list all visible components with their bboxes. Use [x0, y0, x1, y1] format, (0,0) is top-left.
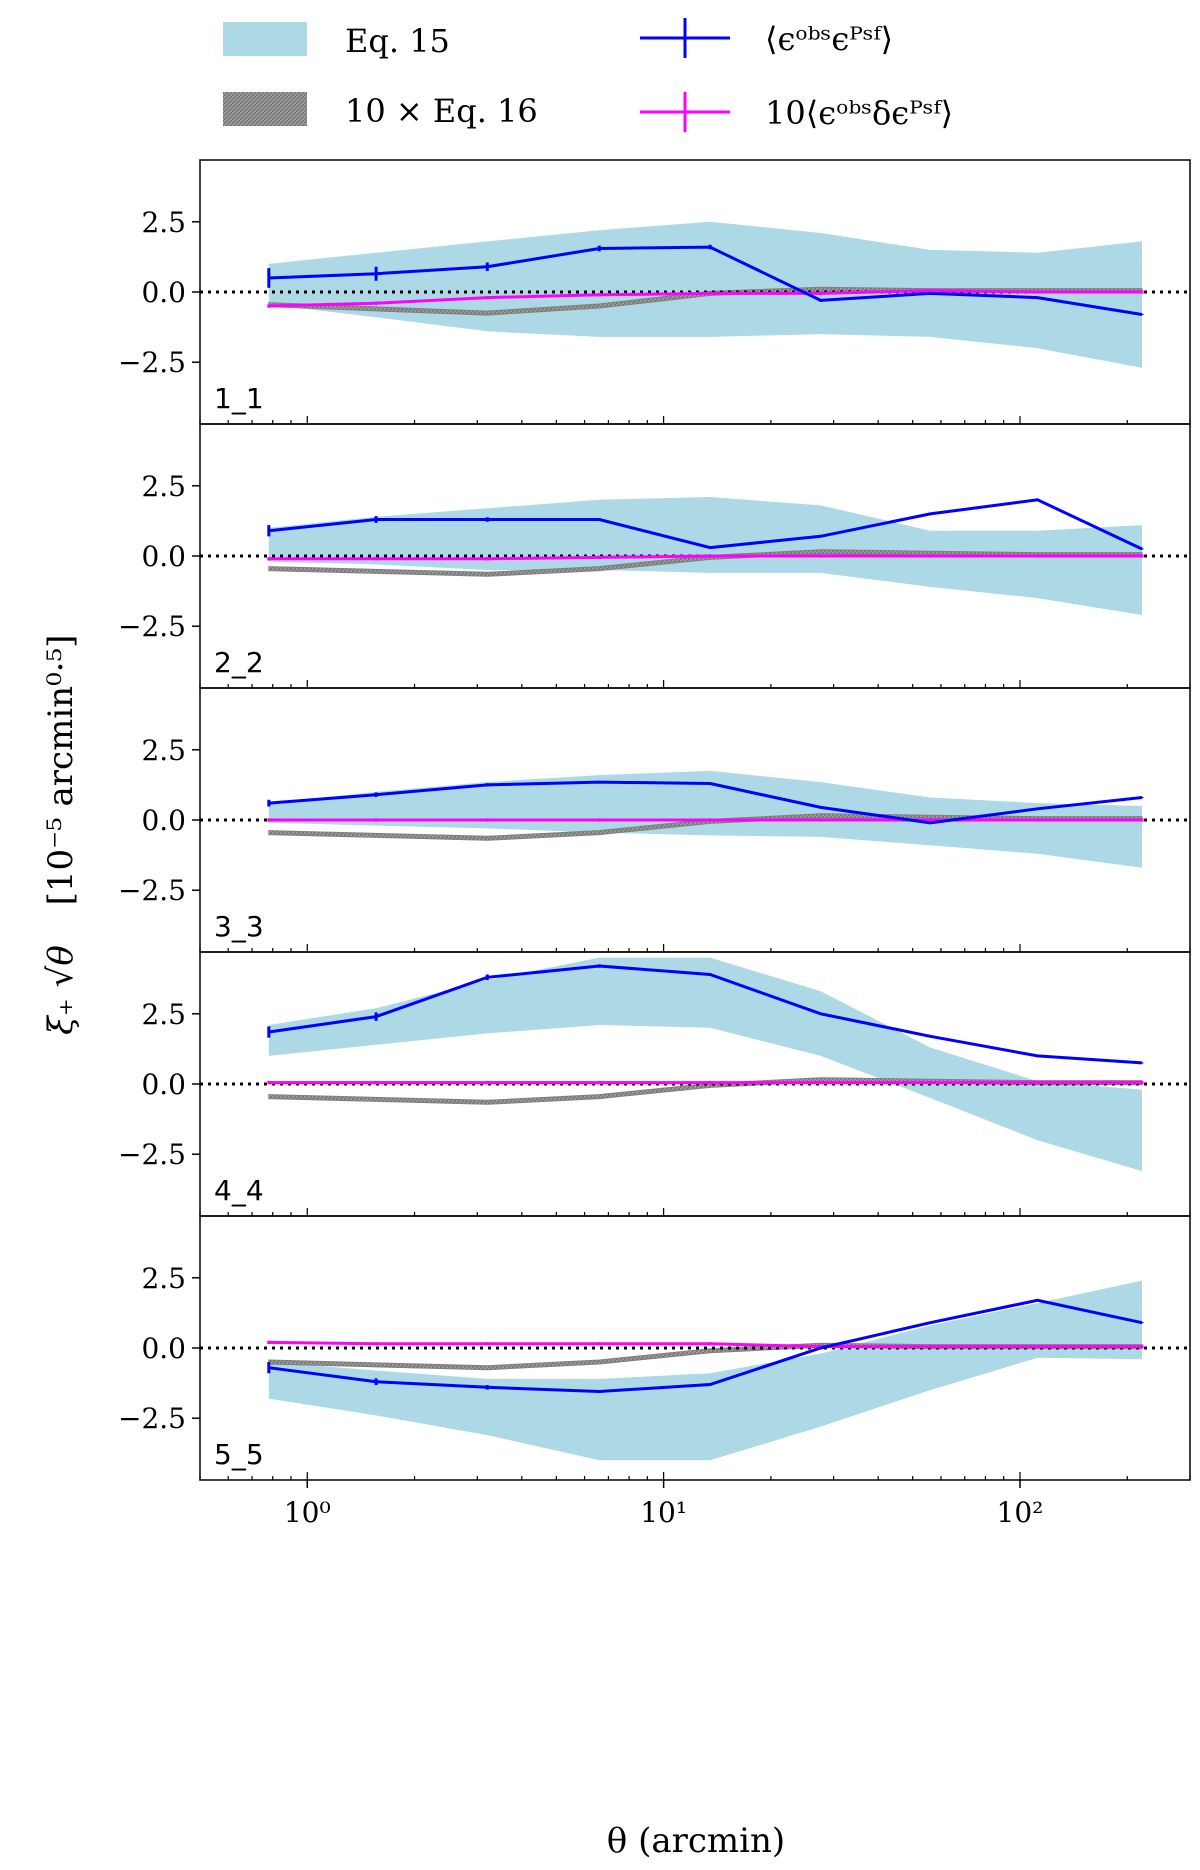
y-tick-label: −2.5	[118, 1138, 186, 1171]
panel-2_2: 2.5 0.0 −2.5 2_2	[118, 423, 1191, 689]
y-tick-label: 2.5	[141, 1262, 186, 1295]
y-tick-label: −2.5	[118, 1402, 186, 1435]
panel-5_5: 2.5 0.0 −2.5 5_5 10⁰ 10¹ 10²	[118, 1215, 1191, 1529]
y-tick-label: 0.0	[141, 1332, 186, 1365]
legend-swatch-eq16	[223, 92, 307, 126]
panel-4_4: 2.5 0.0 −2.5 4_4	[118, 951, 1191, 1217]
x-tick-label: 10²	[997, 1496, 1044, 1529]
y-tick-label: 2.5	[141, 470, 186, 503]
y-tick-label: −2.5	[118, 610, 186, 643]
legend-label-eq15: Eq. 15	[345, 22, 450, 60]
x-tick-label: 10⁰	[284, 1496, 331, 1529]
eq15-band	[268, 957, 1142, 1172]
legend-entry-eps-psf: ⟨ϵᵒᵇˢϵᴾˢᶠ⟩	[640, 18, 893, 58]
panel-plot-area	[200, 770, 1190, 868]
legend-swatch-eq15	[223, 22, 307, 56]
eq15-band	[268, 1280, 1142, 1461]
y-tick-label: 0.0	[141, 540, 186, 573]
eq16-band	[268, 1077, 1143, 1105]
x-tick-label: 10¹	[640, 1496, 687, 1529]
legend-entry-eps-dpsf: 10⟨ϵᵒᵇˢδϵᴾˢᶠ⟩	[640, 92, 953, 132]
legend-label-eps-psf: ⟨ϵᵒᵇˢϵᴾˢᶠ⟩	[765, 20, 893, 58]
y-axis-title-main: ξ₊ √θ	[41, 945, 81, 1035]
legend-label-eps-dpsf: 10⟨ϵᵒᵇˢδϵᴾˢᶠ⟩	[765, 94, 953, 132]
panels: 2.50.0−2.51_12.50.0−2.52_22.50.0−2.53_32…	[118, 159, 1191, 1529]
legend-entry-eq15: Eq. 15	[223, 22, 450, 60]
y-tick-label: 2.5	[141, 734, 186, 767]
y-tick-label: −2.5	[118, 874, 186, 907]
panel-label: 2_2	[214, 646, 264, 679]
y-tick-label: 0.0	[141, 276, 186, 309]
panel-label: 4_4	[214, 1174, 264, 1207]
y-axis-title: ξ₊ √θ [10⁻⁵ arcmin⁰·⁵]	[41, 635, 81, 1035]
y-tick-label: 0.0	[141, 804, 186, 837]
legend-label-eq16: 10 × Eq. 16	[345, 92, 538, 130]
y-axis-title-units: [10⁻⁵ arcmin⁰·⁵]	[41, 635, 81, 906]
panel-label: 5_5	[214, 1438, 264, 1471]
panel-plot-area	[200, 957, 1190, 1172]
y-tick-label: 2.5	[141, 998, 186, 1031]
x-axis-title: θ (arcmin)	[607, 1821, 785, 1861]
y-tick-label: 2.5	[141, 206, 186, 239]
panel-plot-area	[200, 221, 1190, 368]
y-tick-label: −2.5	[118, 346, 186, 379]
panel-label: 1_1	[214, 382, 264, 415]
panel-1_1: 2.5 0.0 −2.5 1_1	[118, 159, 1191, 425]
panel-plot-area	[200, 497, 1190, 615]
panel-plot-area	[200, 1280, 1190, 1461]
panel-3_3: 2.5 0.0 −2.5 3_3	[118, 687, 1191, 953]
panel-label: 3_3	[214, 910, 264, 943]
legend-entry-eq16: 10 × Eq. 16	[223, 92, 538, 130]
legend: Eq. 15 10 × Eq. 16 ⟨ϵᵒᵇˢϵᴾˢᶠ⟩ 10⟨ϵᵒᵇˢδϵᴾ…	[223, 18, 953, 132]
y-tick-label: 0.0	[141, 1068, 186, 1101]
